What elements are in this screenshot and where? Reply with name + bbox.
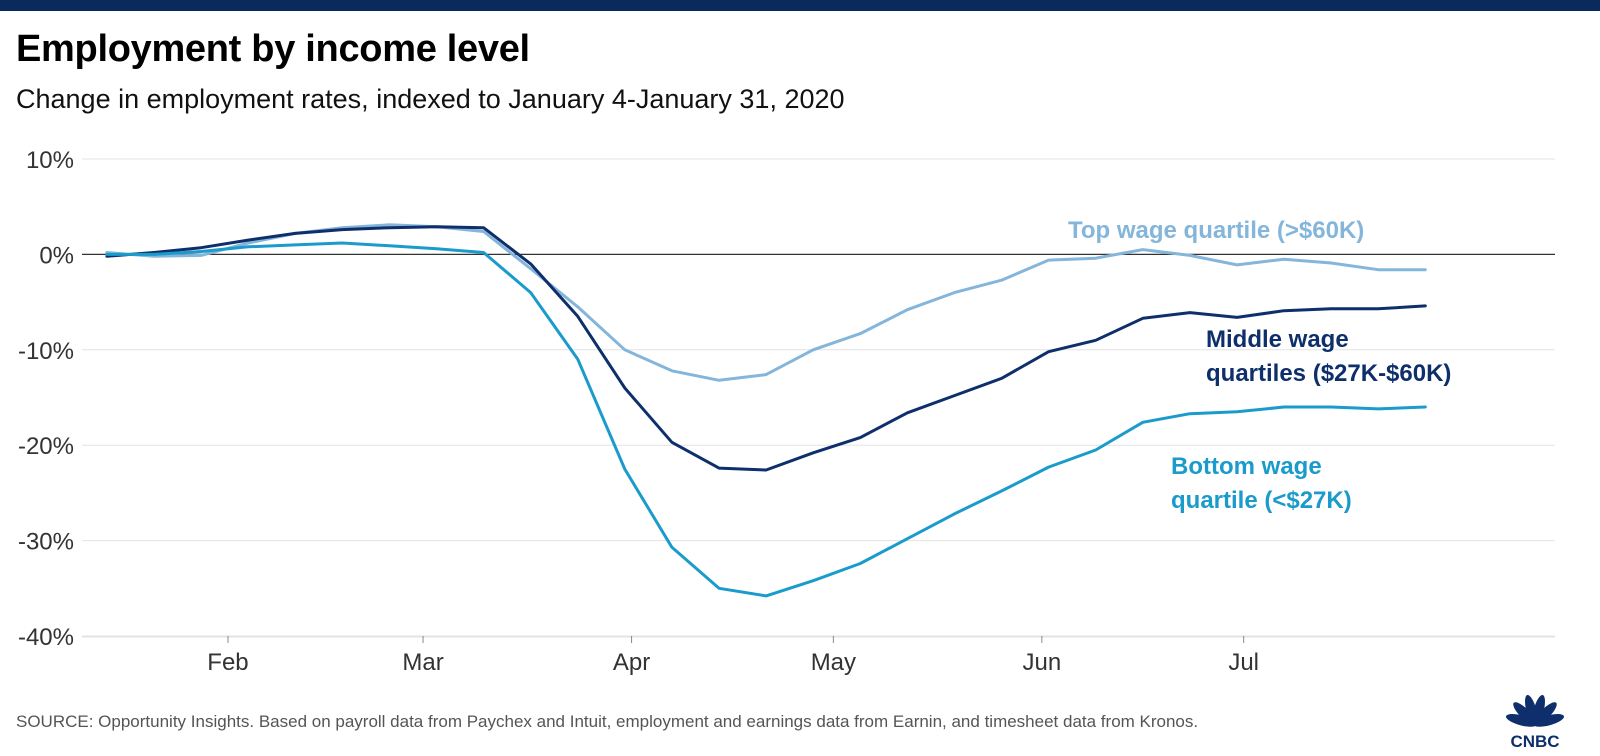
cnbc-peacock-logo: CNBC [1505,694,1565,750]
bottom-wage-label: Bottom wage [1171,453,1322,480]
y-tick-label: -10% [18,338,74,365]
cnbc-logo-text: CNBC [1510,732,1559,750]
x-tick-label: Mar [402,649,443,676]
top-wage-line [105,223,1427,382]
x-tick-label: Jun [1023,649,1062,676]
x-tick-label: Feb [207,649,248,676]
x-tick-label: Jul [1228,649,1259,676]
chart-subtitle: Change in employment rates, indexed to J… [16,84,845,114]
x-tick-label: May [811,649,856,676]
y-tick-label: 10% [26,147,74,174]
middle-wage-label: quartiles ($27K-$60K) [1206,360,1451,387]
bottom-wage-label: quartile (<$27K) [1171,487,1352,514]
y-tick-label: 0% [39,242,74,269]
bottom-wage-line [105,241,1427,598]
source-note: SOURCE: Opportunity Insights. Based on p… [16,712,1199,731]
top-brand-bar [0,0,1600,11]
y-tick-label: -20% [18,433,74,460]
top-wage-label: Top wage quartile (>$60K) [1068,217,1364,244]
y-tick-label: -40% [18,624,74,651]
chart-title: Employment by income level [16,28,530,70]
middle-wage-label: Middle wage [1206,326,1349,353]
y-tick-label: -30% [18,529,74,556]
x-tick-label: Apr [613,649,650,676]
middle-wage-line [105,225,1427,472]
